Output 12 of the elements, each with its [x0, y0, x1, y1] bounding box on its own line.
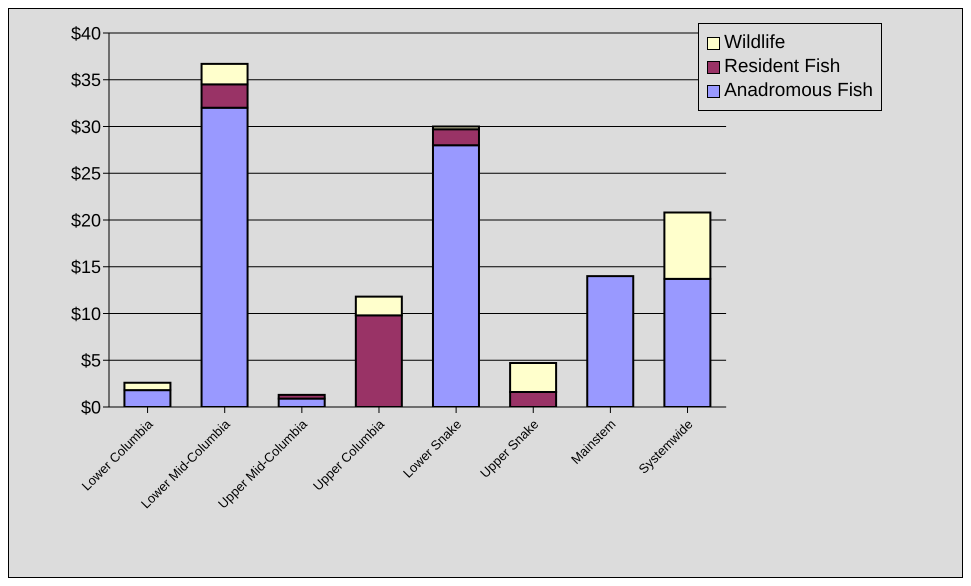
y-tick-label: $35	[70, 70, 101, 90]
y-tick-label: $0	[80, 397, 101, 418]
y-tick-label: $20	[70, 210, 101, 230]
y-tick-label: $15	[70, 257, 101, 278]
y-tick-label: $40	[70, 23, 101, 44]
y-tick-label: $25	[70, 164, 101, 184]
legend-label: Wildlife	[724, 32, 786, 54]
y-tick-label: $10	[70, 304, 101, 324]
y-tick-label: $5	[80, 350, 101, 371]
legend-label: Anadromous Fish	[724, 80, 873, 102]
legend-label: Resident Fish	[724, 56, 840, 78]
y-tick-label: $30	[70, 116, 101, 137]
